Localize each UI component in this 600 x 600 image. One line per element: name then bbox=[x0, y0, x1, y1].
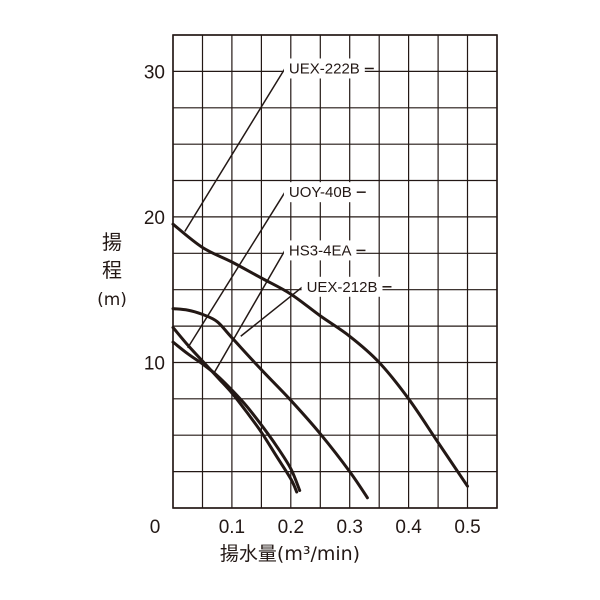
x-axis-label: 揚水量(m³/min) bbox=[220, 543, 360, 565]
legend-label-hs3-4ea: HS3-4EA bbox=[289, 242, 352, 259]
leader-line-uex-212b bbox=[240, 286, 304, 337]
legend-label-background bbox=[301, 276, 383, 297]
legend-label-uex-222b: UEX-222B bbox=[289, 60, 360, 77]
x-tick-label: 0.3 bbox=[337, 517, 363, 538]
series-curves bbox=[171, 222, 469, 500]
chart-grid bbox=[172, 34, 498, 509]
legend-label-background bbox=[283, 58, 365, 79]
leader-line-uoy-40b bbox=[187, 191, 286, 349]
legend-leader-lines bbox=[184, 67, 392, 374]
y-axis-label-char-2: 程 bbox=[102, 258, 122, 282]
y-tick-labels: 10 20 30 bbox=[144, 62, 165, 374]
legend-label-background bbox=[283, 182, 357, 203]
series-line-hs3-4ea bbox=[171, 326, 299, 494]
legend-label-uoy-40b: UOY-40B bbox=[289, 184, 352, 201]
series-line-uex-222b bbox=[171, 222, 469, 488]
x-tick-label: 0.4 bbox=[395, 517, 422, 538]
plot-frame bbox=[172, 34, 498, 509]
legend-label-uex-212b: UEX-212B bbox=[307, 279, 378, 296]
x-tick-label: 0.1 bbox=[219, 517, 245, 538]
x-tick-label: 0 bbox=[150, 517, 161, 538]
y-tick-label: 30 bbox=[144, 62, 165, 83]
leader-line-uex-222b bbox=[184, 68, 286, 232]
y-tick-label: 20 bbox=[144, 208, 165, 229]
y-tick-label: 10 bbox=[144, 353, 165, 374]
series-line-uex-212b bbox=[171, 340, 302, 492]
y-axis-label-char-1: 揚 bbox=[102, 230, 122, 254]
x-tick-label: 0.5 bbox=[454, 517, 480, 538]
legend-labels: UEX-222B UOY-40B HS3-4EA UEX-212B bbox=[283, 58, 383, 297]
x-tick-label: 0.2 bbox=[278, 517, 304, 538]
x-tick-labels: 0 0.1 0.2 0.3 0.4 0.5 bbox=[150, 517, 481, 538]
series-line-uoy-40b bbox=[171, 307, 369, 500]
leader-line-hs3-4ea bbox=[213, 250, 286, 374]
legend-label-background bbox=[283, 240, 357, 261]
y-axis-label-unit: (m) bbox=[97, 290, 127, 310]
